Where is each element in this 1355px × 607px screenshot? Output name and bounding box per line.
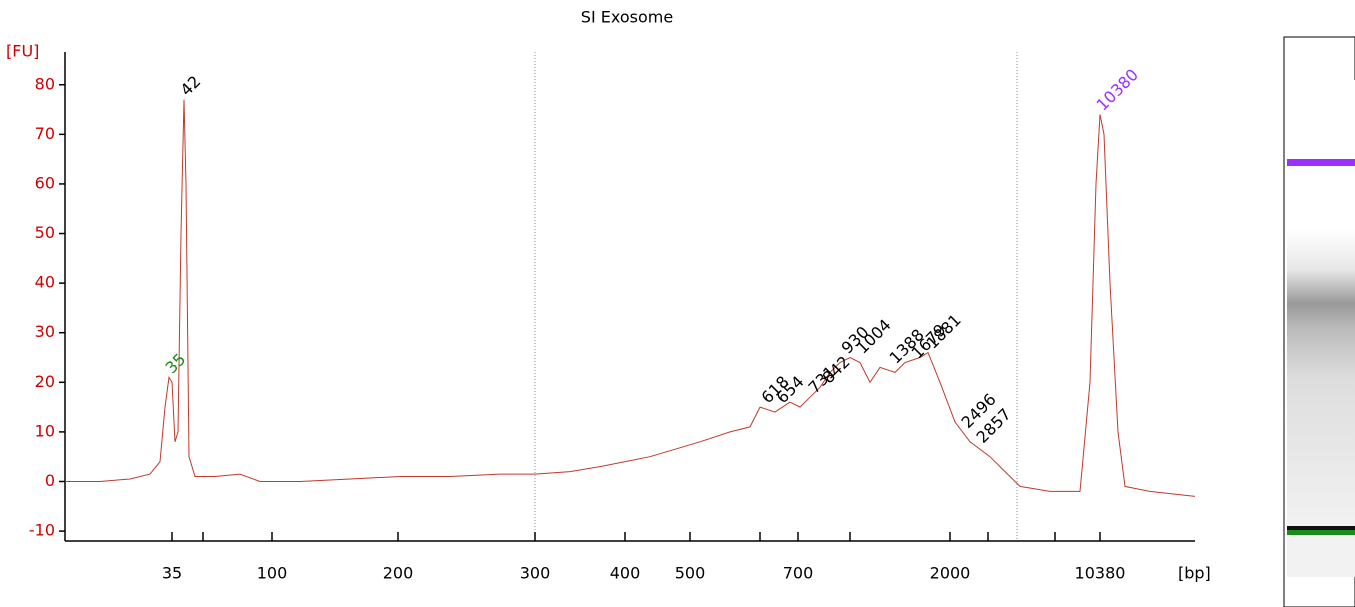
x-tick-label: 35 [162, 564, 182, 583]
peak-label: 10380 [1093, 65, 1142, 114]
x-axis-label: [bp] [1178, 564, 1211, 583]
y-tick-label: 30 [35, 322, 55, 341]
x-tick-label: 300 [520, 564, 551, 583]
gel-lane [1283, 36, 1355, 607]
y-axis-label: [FU] [6, 42, 39, 61]
gel-band-dark [1287, 526, 1355, 530]
y-tick-label: 80 [35, 74, 55, 93]
y-tick-label: 50 [35, 223, 55, 242]
y-tick-label: 60 [35, 173, 55, 192]
trace-line [65, 99, 1196, 497]
x-tick-label: 2000 [930, 564, 971, 583]
x-tick-label: 500 [675, 564, 706, 583]
gel-band-lower [1287, 530, 1355, 535]
gel-band-upper [1287, 159, 1355, 166]
x-tick-label: 400 [610, 564, 641, 583]
y-tick-label: 10 [35, 421, 55, 440]
peak-label: 35 [162, 350, 190, 378]
x-tick-label: 700 [783, 564, 814, 583]
y-tick-label: 20 [35, 372, 55, 391]
y-tick-label: -10 [29, 521, 55, 540]
peak-label: 42 [177, 72, 205, 100]
y-tick-label: 40 [35, 273, 55, 292]
gel-background [1287, 80, 1355, 577]
y-tick-label: 70 [35, 124, 55, 143]
y-tick-label: 0 [45, 471, 55, 490]
x-tick-label: 10380 [1075, 564, 1126, 583]
chart-title: SI Exosome [581, 8, 673, 27]
x-tick-label: 200 [383, 564, 414, 583]
x-tick-label: 100 [257, 564, 288, 583]
peak-label: 1881 [923, 310, 965, 352]
